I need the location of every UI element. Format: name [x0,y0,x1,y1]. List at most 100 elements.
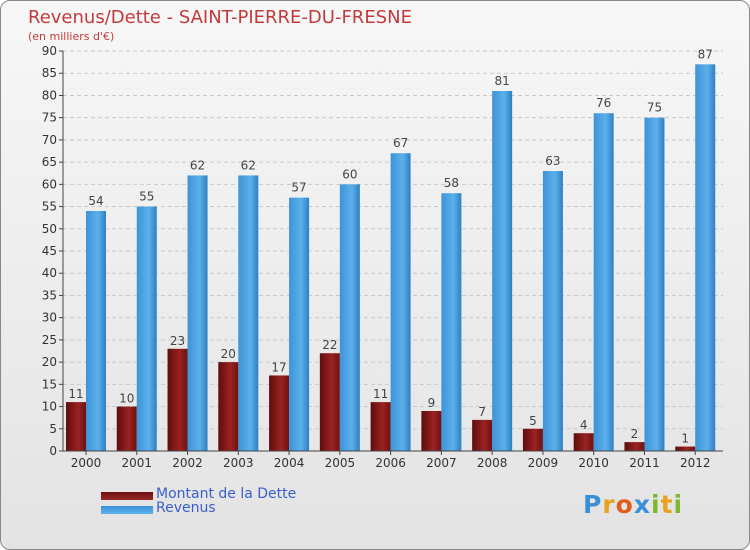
logo-letter: P [583,490,603,519]
proxiti-logo: Proxiti [583,490,683,519]
bar-revenue-2009 [542,171,563,451]
data-label-debt-2001: 10 [119,392,134,406]
x-tick-label-2008: 2008 [477,456,508,470]
data-label-debt-2007: 9 [428,396,436,410]
logo-letter: t [660,490,674,519]
y-tick-label: 55 [42,200,57,214]
y-tick-label: 70 [42,133,57,147]
bar-debt-2003 [218,362,239,451]
data-label-debt-2008: 7 [478,405,486,419]
y-tick-label: 45 [42,244,57,258]
bar-revenue-2005 [339,184,360,452]
y-tick-label: 75 [42,111,57,125]
x-tick-label-2007: 2007 [426,456,457,470]
bar-debt-2011 [624,442,645,451]
y-tick-label: 60 [42,177,57,191]
x-tick-label-2010: 2010 [578,456,609,470]
data-label-debt-2006: 11 [373,387,388,401]
x-tick-label-2005: 2005 [325,456,356,470]
data-label-revenue-2002: 62 [190,158,205,172]
legend-swatch-debt [101,492,153,500]
y-tick-label: 40 [42,266,57,280]
data-label-revenue-2011: 75 [647,101,662,115]
bar-revenue-2011 [644,117,665,452]
x-tick-label-2012: 2012 [680,456,711,470]
bar-debt-2009 [522,428,543,451]
bar-revenue-2001 [136,206,157,451]
bar-debt-2008 [472,419,493,451]
bar-revenue-2007 [441,193,462,451]
logo-letter: i [651,490,661,519]
data-label-debt-2012: 1 [681,432,689,446]
y-tick-label: 10 [42,400,57,414]
bar-revenue-2003 [238,175,259,451]
x-tick-label-2004: 2004 [274,456,305,470]
bar-revenue-2000 [86,211,106,451]
data-label-debt-2005: 22 [322,338,337,352]
data-label-revenue-2012: 87 [698,47,713,61]
chart-title: Revenus/Dette - SAINT-PIERRE-DU-FRESNE [28,7,412,28]
data-label-revenue-2008: 81 [495,74,510,88]
legend-label-revenue: Revenus [156,500,216,516]
bar-debt-2007 [421,411,442,451]
data-label-revenue-2007: 58 [444,176,459,190]
x-tick-label-2009: 2009 [528,456,559,470]
data-label-debt-2009: 5 [529,414,537,428]
logo-letter: x [633,490,651,519]
data-label-revenue-2005: 60 [342,167,357,181]
y-tick-label: 35 [42,288,57,302]
y-tick-label: 80 [42,88,57,102]
data-label-revenue-2001: 55 [139,190,154,204]
data-label-revenue-2004: 57 [291,181,306,195]
y-tick-label: 20 [42,355,57,369]
bar-debt-2012 [675,446,696,451]
y-tick-label: 50 [42,222,57,236]
y-tick-label: 25 [42,333,57,347]
x-tick-label-2003: 2003 [223,456,254,470]
bar-revenue-2006 [390,153,411,451]
x-tick-label-2006: 2006 [375,456,406,470]
data-label-revenue-2000: 54 [88,194,103,208]
x-tick-label-2011: 2011 [629,456,660,470]
bar-debt-2004 [269,375,290,451]
bar-debt-2000 [66,402,86,451]
bar-revenue-2002 [187,175,208,451]
x-tick-label-2002: 2002 [172,456,203,470]
legend-label-debt: Montant de la Dette [156,486,297,502]
data-label-debt-2000: 11 [68,387,83,401]
y-tick-label: 30 [42,311,57,325]
bar-revenue-2008 [492,91,513,451]
bar-debt-2002 [167,348,188,451]
y-tick-label: 90 [42,44,57,58]
data-label-revenue-2003: 62 [241,158,256,172]
data-label-debt-2004: 17 [271,360,286,374]
data-label-debt-2003: 20 [221,347,236,361]
y-tick-label: 0 [49,444,57,458]
y-tick-label: 65 [42,155,57,169]
logo-letter: r [602,490,616,519]
bar-debt-2006 [370,402,391,451]
data-label-debt-2011: 2 [631,427,639,441]
bar-debt-2010 [573,433,594,451]
data-label-revenue-2010: 76 [596,96,611,110]
data-label-debt-2010: 4 [580,418,588,432]
bar-debt-2001 [116,406,137,451]
bar-revenue-2010 [593,113,614,451]
logo-letter: i [673,490,684,519]
y-tick-label: 85 [42,66,57,80]
y-tick-label: 5 [49,422,57,436]
bar-debt-2005 [319,353,340,451]
bar-revenue-2004 [289,197,310,451]
data-label-revenue-2009: 63 [545,154,560,168]
legend-swatch-revenue [101,506,153,514]
data-label-revenue-2006: 67 [393,136,408,150]
x-tick-label-2000: 2000 [71,456,102,470]
x-tick-label-2001: 2001 [121,456,152,470]
y-tick-label: 15 [42,377,57,391]
logo-letter: o [615,490,634,519]
data-label-debt-2002: 23 [170,334,185,348]
chart-subtitle: (en milliers d'€) [28,30,115,43]
bar-revenue-2012 [695,64,716,452]
